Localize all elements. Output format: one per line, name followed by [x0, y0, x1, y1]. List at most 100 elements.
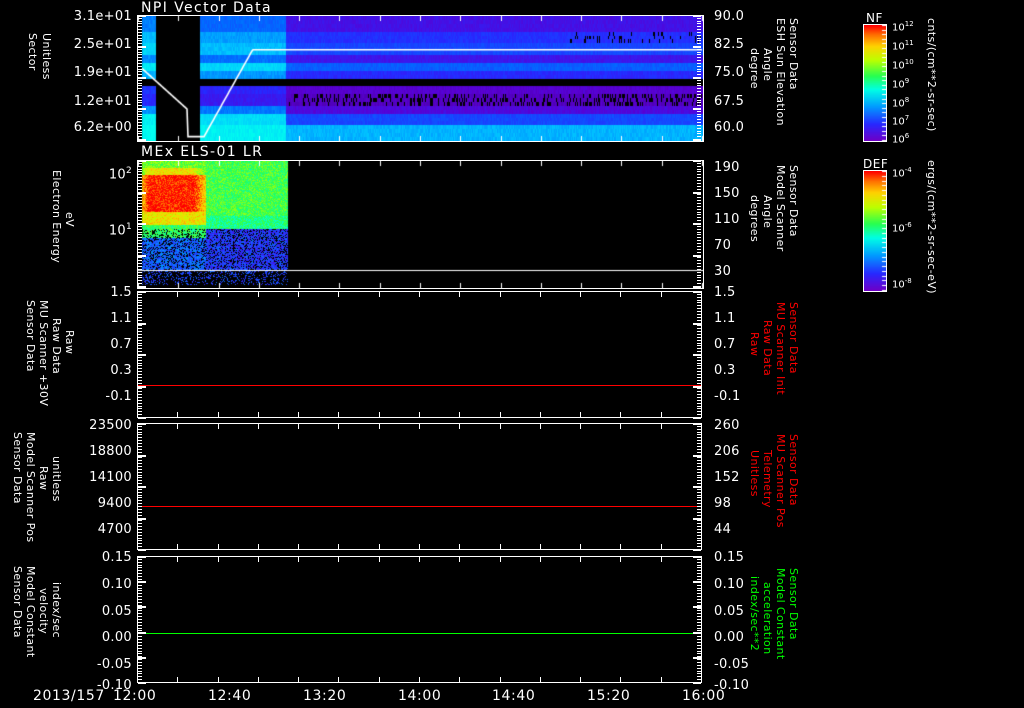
- axis-minor-tick: [138, 97, 142, 98]
- axis-x-tick: [218, 412, 219, 418]
- axis-minor-tick: [138, 602, 142, 603]
- axis-minor-tick: [138, 429, 142, 430]
- panel1-ylabel-line0: Sector: [26, 33, 39, 71]
- axis-minor-tick: [697, 308, 701, 309]
- panel2-rylabel-line1: Model Scanner: [774, 165, 787, 252]
- axis-minor-tick: [697, 506, 701, 507]
- axis-x-tick: [177, 423, 178, 429]
- axis-minor-tick: [138, 320, 142, 321]
- axis-minor-tick: [138, 249, 142, 250]
- axis-minor-tick: [138, 466, 142, 467]
- axis-minor-tick: [697, 128, 701, 129]
- axis-minor-tick: [697, 183, 701, 184]
- axis-major-tick: [693, 192, 701, 194]
- axis-x-tick: [500, 423, 501, 429]
- axis-minor-tick: [138, 443, 142, 444]
- axis-minor-tick: [138, 340, 142, 341]
- axis-minor-tick: [138, 480, 142, 481]
- panel1-spectrogram: [137, 15, 704, 142]
- panel4-rylabel-line1: MU Scanner Pos: [774, 434, 787, 528]
- axis-minor-tick: [138, 311, 142, 312]
- axis-minor-tick: [697, 363, 701, 364]
- axis-minor-tick: [138, 203, 142, 204]
- panel3-ytick-3: 0.3: [110, 363, 132, 378]
- x-tick-6: 16:00: [682, 688, 726, 704]
- axis-minor-tick: [697, 63, 701, 64]
- panel2-ytick-0: 102: [108, 166, 132, 183]
- panel4-rylabel-line0: Sensor Data: [787, 434, 800, 506]
- axis-minor-tick: [697, 515, 701, 516]
- axis-minor-tick: [697, 249, 701, 250]
- axis-minor-tick: [697, 676, 701, 677]
- axis-x-tick: [540, 423, 541, 429]
- axis-minor-tick: [697, 257, 701, 258]
- axis-minor-tick: [138, 523, 142, 524]
- x-tick-1: 12:40: [208, 688, 252, 704]
- axis-minor-tick: [138, 388, 142, 389]
- axis-minor-tick: [697, 523, 701, 524]
- axis-major-tick: [693, 77, 701, 79]
- colorbar-def: [863, 170, 887, 292]
- axis-minor-tick: [138, 133, 142, 134]
- axis-x-tick: [258, 556, 259, 562]
- panel5-ylabel-line1: Model Constant: [24, 566, 37, 658]
- panel4-rytick-3: 98: [714, 496, 732, 511]
- axis-major-tick: [138, 46, 146, 48]
- axis-minor-tick: [138, 100, 142, 101]
- axis-minor-tick: [697, 57, 701, 58]
- axis-x-tick: [258, 412, 259, 418]
- colorbar-def-tick-2: 10-8: [892, 277, 912, 291]
- axis-minor-tick: [697, 325, 701, 326]
- axis-minor-tick: [138, 432, 142, 433]
- panel1-rytick-1: 82.5: [714, 37, 745, 52]
- panel5-ytick-5: -0.10: [96, 678, 132, 693]
- axis-minor-tick: [697, 246, 701, 247]
- axis-minor-tick: [697, 443, 701, 444]
- axis-minor-tick: [138, 460, 142, 461]
- axis-minor-tick: [138, 220, 142, 221]
- axis-minor-tick: [138, 440, 142, 441]
- panel1-rytick-4: 60.0: [714, 120, 745, 135]
- axis-minor-tick: [697, 472, 701, 473]
- axis-minor-tick: [138, 246, 142, 247]
- axis-minor-tick: [138, 302, 142, 303]
- axis-minor-tick: [697, 460, 701, 461]
- axis-minor-tick: [138, 226, 142, 227]
- panel4-rytick-1: 206: [714, 444, 740, 459]
- axis-minor-tick: [697, 656, 701, 657]
- axis-major-tick: [693, 354, 701, 356]
- axis-x-tick: [298, 677, 299, 683]
- axis-minor-tick: [697, 214, 701, 215]
- axis-x-tick: [620, 544, 621, 550]
- axis-minor-tick: [697, 52, 701, 53]
- axis-minor-tick: [138, 260, 142, 261]
- axis-major-tick: [693, 255, 701, 257]
- axis-minor-tick: [138, 475, 142, 476]
- axis-minor-tick: [138, 628, 142, 629]
- panel2-spectrogram: [137, 160, 704, 289]
- axis-major-tick: [138, 386, 146, 388]
- axis-minor-tick: [138, 506, 142, 507]
- panel3-rylabel-line0: Sensor Data: [787, 302, 800, 374]
- axis-major-tick: [693, 581, 701, 583]
- axis-minor-tick: [138, 166, 142, 167]
- axis-x-tick: [298, 412, 299, 418]
- axis-minor-tick: [697, 619, 701, 620]
- axis-minor-tick: [697, 283, 701, 284]
- axis-minor-tick: [138, 562, 142, 563]
- axis-minor-tick: [138, 457, 142, 458]
- colorbar-nf-title: NF: [866, 11, 883, 25]
- axis-x-tick: [459, 677, 460, 683]
- axis-minor-tick: [697, 636, 701, 637]
- x-tick-2: 13:20: [303, 688, 347, 704]
- axis-minor-tick: [138, 579, 142, 580]
- axis-minor-tick: [697, 212, 701, 213]
- axis-minor-tick: [697, 297, 701, 298]
- axis-minor-tick: [697, 477, 701, 478]
- axis-minor-tick: [138, 229, 142, 230]
- axis-minor-tick: [138, 63, 142, 64]
- axis-minor-tick: [697, 32, 701, 33]
- axis-x-tick: [379, 677, 380, 683]
- axis-minor-tick: [697, 69, 701, 70]
- panel3-plot: [137, 291, 702, 418]
